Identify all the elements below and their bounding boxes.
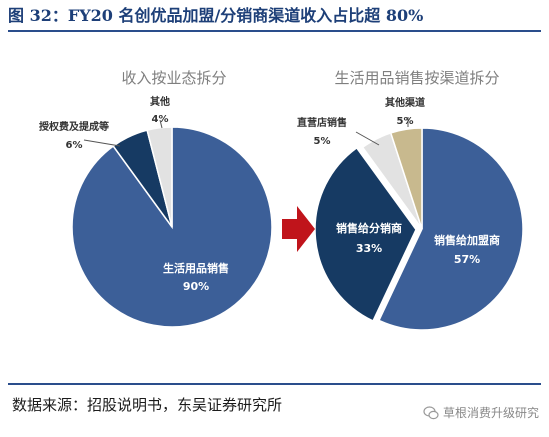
- figure-title: 图 32：FY20 名创优品加盟/分销商渠道收入占比超 80%: [8, 6, 424, 25]
- value-distributors: 33%: [356, 242, 382, 255]
- pie-slice-other: [146, 126, 173, 228]
- watermark: 草根消费升级研究: [423, 404, 539, 421]
- label-daily-goods: 生活用品销售: [163, 261, 229, 275]
- top-rule: [8, 30, 541, 32]
- watermark-text: 草根消费升级研究: [442, 406, 539, 420]
- value-direct-stores: 5%: [314, 136, 331, 147]
- value-license-fees: 6%: [66, 140, 83, 151]
- pie-charts: 收入按业态拆分 生活用品销售按渠道拆分 授权费及提成等 6% 其他 4% 生活用…: [39, 69, 524, 331]
- pie-slice-distributors: [314, 146, 417, 322]
- leader-line-other: [159, 119, 163, 129]
- label-direct-stores: 直营店销售: [297, 116, 347, 129]
- pie-slice-franchisees: [377, 127, 524, 331]
- label-other-channels: 其他渠道: [385, 96, 425, 109]
- label-other: 其他: [150, 95, 170, 108]
- value-other: 4%: [152, 114, 169, 125]
- right-chart-title: 生活用品销售按渠道拆分: [334, 69, 499, 87]
- source-note: 数据来源：招股说明书，东吴证券研究所: [12, 396, 283, 414]
- pie-slice-other-channels: [389, 127, 423, 230]
- value-daily-goods: 90%: [183, 280, 209, 293]
- label-distributors: 销售给分销商: [336, 221, 402, 235]
- bottom-rule: [8, 383, 541, 385]
- value-other-channels: 5%: [397, 116, 414, 127]
- leader-line-license: [83, 139, 121, 147]
- right-arrow-icon: [282, 206, 315, 252]
- label-franchisees: 销售给加盟商: [434, 233, 500, 247]
- label-license-fees: 授权费及提成等: [39, 120, 109, 133]
- left-chart-title: 收入按业态拆分: [121, 69, 226, 87]
- wechat-icon: [423, 405, 439, 419]
- leader-line-direct: [355, 131, 380, 146]
- left-pie: [71, 126, 273, 328]
- value-franchisees: 57%: [454, 253, 480, 266]
- right-pie: [314, 127, 524, 331]
